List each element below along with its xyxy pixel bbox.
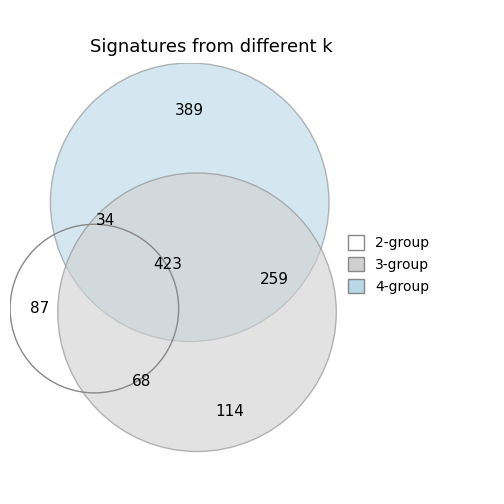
Text: 87: 87 [30, 301, 49, 316]
Circle shape [50, 63, 329, 342]
Text: 423: 423 [153, 257, 182, 272]
Title: Signatures from different k: Signatures from different k [90, 38, 333, 56]
Text: 389: 389 [175, 103, 204, 118]
Text: 68: 68 [133, 374, 152, 390]
Text: 259: 259 [260, 272, 288, 287]
Legend: 2-group, 3-group, 4-group: 2-group, 3-group, 4-group [348, 235, 429, 294]
Text: 114: 114 [216, 404, 244, 419]
Text: 34: 34 [96, 213, 115, 228]
Circle shape [58, 173, 336, 452]
